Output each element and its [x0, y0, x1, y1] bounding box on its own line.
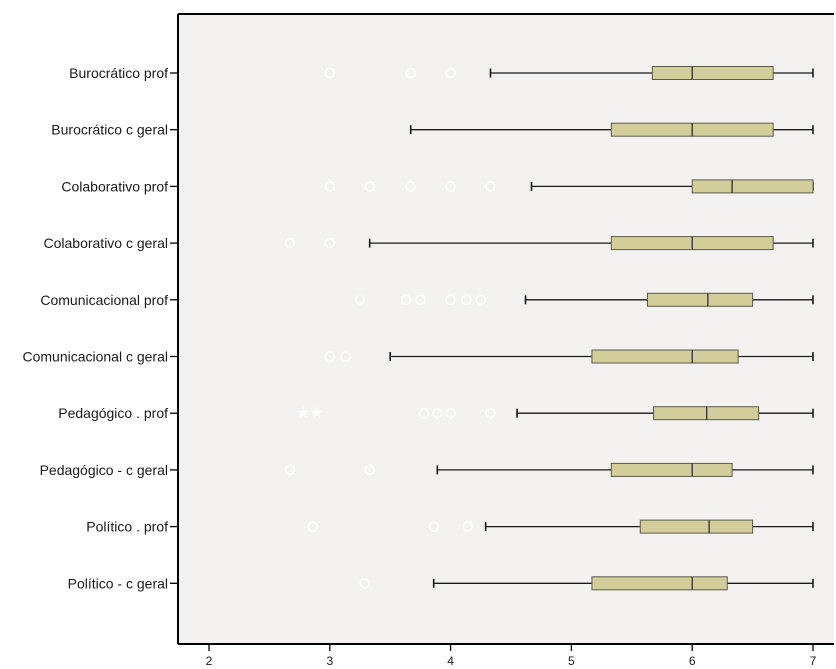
outlier-point: [307, 521, 319, 532]
category-label: Pedagógico - c geral: [40, 462, 168, 478]
x-tick-label: 7: [810, 654, 817, 668]
box-row: [284, 236, 814, 251]
iqr-box: [591, 349, 739, 364]
outlier-point: [445, 407, 456, 419]
box-row: [324, 66, 814, 80]
box-row: [307, 519, 814, 534]
box-row: [409, 122, 814, 137]
outlier-point: [400, 294, 412, 306]
outlier-point: [284, 464, 296, 476]
extreme-point: ★: [296, 403, 310, 422]
box-row: [359, 576, 814, 591]
outlier-point: [364, 464, 375, 476]
outlier-point: [359, 578, 371, 589]
box-row: [354, 292, 814, 307]
box-row: [324, 349, 814, 364]
box-row: [284, 462, 814, 477]
outlier-point: [324, 67, 336, 79]
x-tick-label: 4: [447, 654, 454, 668]
outlier-point: [428, 521, 439, 532]
outlier-point: [284, 237, 296, 249]
category-label: Burocrático prof: [69, 65, 168, 81]
iqr-box: [591, 576, 728, 591]
extreme-point: ★: [309, 403, 323, 422]
iqr-box: [691, 179, 814, 194]
boxes-layer: ★★: [284, 66, 814, 591]
category-label: Burocrático c geral: [51, 122, 168, 138]
outlier-point: [485, 181, 496, 192]
outlier-point: [364, 181, 375, 192]
category-label: Comunicacional prof: [40, 292, 168, 308]
plot-area: [178, 14, 834, 644]
category-label: Colaborativo prof: [61, 178, 168, 194]
outlier-point: [475, 294, 487, 306]
outlier-point: [461, 294, 472, 306]
x-tick-label: 5: [568, 654, 575, 668]
category-label: Pedagógico . prof: [58, 405, 168, 421]
outlier-point: [354, 294, 366, 306]
outlier-point: [324, 181, 336, 192]
outlier-point: [462, 521, 473, 532]
iqr-box: [651, 66, 774, 80]
category-labels: Burocrático prof Burocrático c geral Colab…: [22, 65, 178, 591]
outlier-point: [445, 181, 456, 192]
outlier-point: [324, 351, 336, 362]
outlier-point: [418, 407, 430, 419]
x-axis-ticks: 2 3 4 5 6 7: [206, 644, 817, 668]
category-label: Colaborativo c geral: [43, 235, 168, 251]
outlier-point: [340, 351, 351, 362]
box-row: ★★: [296, 403, 814, 422]
outlier-point: [445, 67, 456, 79]
iqr-box: [647, 292, 754, 307]
box-row: [324, 179, 814, 194]
outlier-point: [432, 407, 443, 419]
outlier-point: [405, 181, 416, 192]
x-tick-label: 3: [326, 654, 333, 668]
outlier-point: [415, 294, 426, 306]
outlier-point: [445, 294, 456, 306]
iqr-box: [639, 519, 754, 534]
outlier-point: [405, 67, 416, 79]
outlier-point: [324, 237, 336, 249]
x-tick-label: 6: [689, 654, 696, 668]
category-label: Político . prof: [86, 519, 168, 535]
outlier-point: [485, 407, 496, 419]
x-tick-label: 2: [206, 654, 213, 668]
iqr-box: [610, 462, 733, 477]
category-label: Político - c geral: [68, 575, 168, 591]
category-label: Comunicacional c geral: [22, 349, 168, 365]
